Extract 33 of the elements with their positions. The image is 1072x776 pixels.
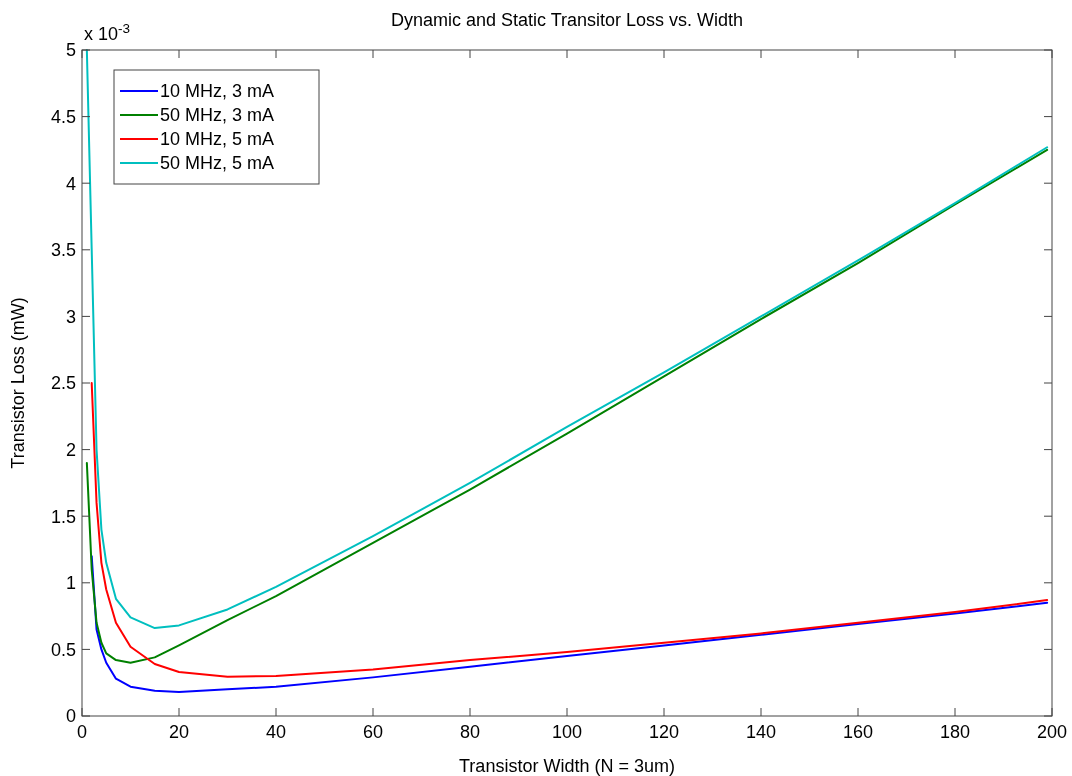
legend-label: 50 MHz, 5 mA: [160, 153, 275, 174]
legend-label: 50 MHz, 3 mA: [160, 105, 275, 126]
y-tick-label: 4: [65, 173, 76, 194]
y-tick-label: 2: [65, 439, 76, 460]
line-series: [90, 382, 1049, 678]
x-tick-label: 60: [362, 722, 384, 742]
x-tick-label: 40: [265, 722, 287, 742]
x-tick-label: 20: [168, 722, 190, 742]
x-tick-label: 140: [745, 722, 777, 742]
y-tick-label: 1.5: [50, 506, 76, 527]
x-tick-label: 120: [648, 722, 680, 742]
legend-label: 10 MHz, 5 mA: [160, 129, 275, 150]
y-axis-title: Transistor Loss (mW): [8, 297, 28, 469]
x-tick-label: 100: [551, 722, 583, 742]
y-tick-label: 2.5: [50, 373, 76, 394]
chart-title: Dynamic and Static Transitor Loss vs. Width: [390, 10, 744, 30]
y-tick-label: 3: [65, 306, 76, 327]
x-tick-label: 200: [1036, 722, 1068, 742]
line-series: [90, 555, 1049, 694]
line-series: [85, 49, 1049, 630]
y-tick-label: 0: [65, 706, 76, 727]
text: x 10$^{-3}$: [84, 20, 131, 44]
line-series: [85, 148, 1049, 664]
legend-label: 10 MHz, 3 mA: [160, 81, 275, 102]
y-tick-label: 1: [65, 573, 76, 594]
y-tick-label: 3.5: [50, 240, 76, 261]
x-tick-label: 160: [842, 722, 874, 742]
y-tick-label: 0.5: [50, 639, 76, 660]
y-tick-label: 4.5: [50, 106, 76, 127]
x-tick-label: 80: [459, 722, 481, 742]
x-tick-label: 180: [939, 722, 971, 742]
y-tick-label: 5: [65, 40, 76, 61]
x-axis-title: Transistor Width (N = 3um): [459, 756, 675, 776]
